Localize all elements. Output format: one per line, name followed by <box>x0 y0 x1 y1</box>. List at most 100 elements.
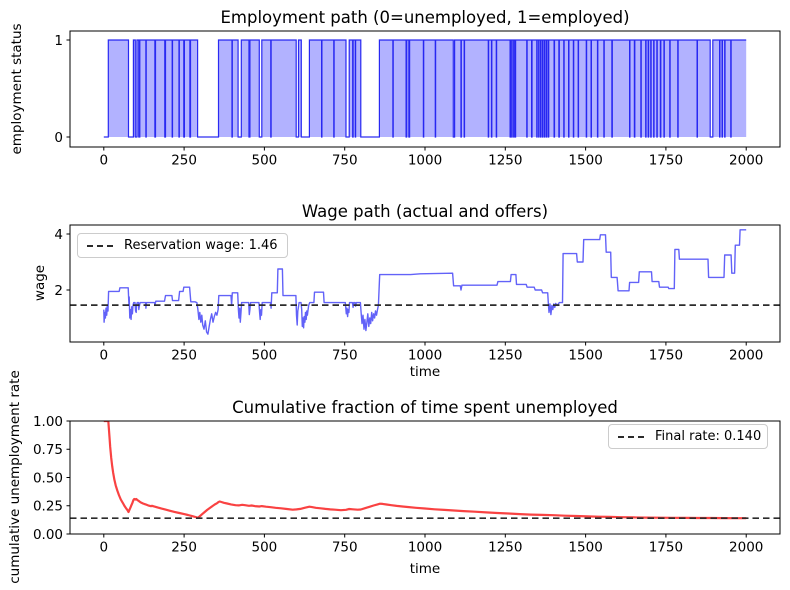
rate-y-tick-label: 0.25 <box>33 499 63 515</box>
employment-fill-segment <box>409 40 424 137</box>
employment-fill-segment <box>218 40 232 137</box>
rate-y-tick-label: 0.50 <box>33 470 63 486</box>
rate-x-tick-label: 0 <box>100 540 109 556</box>
wage-x-tick-label: 1000 <box>408 348 442 364</box>
employment-fill-segment <box>646 40 649 137</box>
employment-fill-segment <box>393 40 407 137</box>
employment-fill-segment <box>298 40 302 137</box>
employment-fill-segment <box>546 40 549 137</box>
employment-x-tick-label: 500 <box>252 153 278 169</box>
rate-y-tick-label: 0.75 <box>33 442 63 458</box>
employment-x-tick-label: 1000 <box>408 153 442 169</box>
dashed-line-sample-icon <box>618 435 646 438</box>
wage-x-tick-label: 0 <box>100 348 109 364</box>
employment-y-tick-label: 1 <box>54 33 63 49</box>
final-rate-legend: Final rate: 0.140 <box>608 424 768 449</box>
employment-x-tick-label: 0 <box>100 153 109 169</box>
employment-x-tick-label: 1250 <box>488 153 522 169</box>
employment-fill-segment <box>539 40 541 137</box>
employment-fill-segment <box>651 40 654 137</box>
wage-x-tick-label: 750 <box>332 348 358 364</box>
employment-fill-segment <box>541 40 543 137</box>
wage-line <box>103 229 747 335</box>
employment-fill-segment <box>461 40 465 137</box>
employment-fill-segment <box>532 40 537 137</box>
employment-spines <box>69 30 781 148</box>
employment-x-tick-label: 1500 <box>568 153 602 169</box>
employment-fill-segment <box>719 40 723 137</box>
employment-fill-segment <box>454 40 462 137</box>
employment-step-line <box>103 39 747 138</box>
employment-fill-segment <box>379 40 393 137</box>
employment-fill-segment <box>573 40 579 137</box>
employment-fill-segment <box>564 40 569 137</box>
employment-fill-segment <box>241 40 250 137</box>
employment-fill-segment <box>554 40 559 137</box>
wage-x-tick-label: 1250 <box>488 348 522 364</box>
wage-y-tick-label: 2 <box>54 283 63 299</box>
employment-fill-segment <box>660 40 665 137</box>
rate-x-tick-label: 500 <box>252 540 278 556</box>
employment-fill-segment <box>559 40 564 137</box>
employment-fill-segment <box>249 40 260 137</box>
wage-x-tick-label: 2000 <box>729 348 763 364</box>
employment-fill-segment <box>634 40 641 137</box>
wage-x-tick-label: 1500 <box>568 348 602 364</box>
employment-fill-segment <box>654 40 657 137</box>
employment-y-tick-label: 0 <box>54 130 63 146</box>
wage-x-tick-label: 1750 <box>649 348 683 364</box>
employment-fill-segment <box>271 40 297 137</box>
wage-xlabel: time <box>409 364 441 380</box>
rate-x-tick-label: 1250 <box>488 540 522 556</box>
reservation-wage-legend-text: Reservation wage: 1.46 <box>124 238 278 253</box>
employment-fill-segment <box>604 40 612 137</box>
employment-fill-segment <box>591 40 598 137</box>
employment-fill-segment <box>491 40 497 137</box>
wage-x-tick-label: 500 <box>252 348 278 364</box>
employment-fill-segment <box>321 40 334 137</box>
employment-fill-segment <box>597 40 604 137</box>
employment-fill-segment <box>349 40 353 137</box>
employment-fill-segment <box>542 40 545 137</box>
employment-x-tick-label: 250 <box>171 153 197 169</box>
employment-fill-segment <box>108 40 129 137</box>
employment-fill-segment <box>514 40 516 137</box>
dashed-line-sample-icon <box>87 244 115 247</box>
rate-axes: 0 250 500 750 1000 1250 1500 1750 2000 0.00 0.25 0.… <box>33 414 781 556</box>
employment-fill-segment <box>184 40 190 137</box>
employment-fill-segment <box>629 40 635 137</box>
employment-fill-segment <box>146 40 155 137</box>
wage-ylabel: wage <box>32 264 48 302</box>
employment-fill-segment <box>731 40 747 137</box>
employment-fill-segment <box>355 40 361 137</box>
employment-fill-segment <box>139 40 146 137</box>
employment-fill-segment <box>155 40 165 137</box>
wage-axes: 0 250 500 750 1000 1250 1500 1750 2000 2 4 <box>54 224 781 364</box>
employment-fill-segment <box>133 40 136 137</box>
employment-fill-segment <box>515 40 527 137</box>
wage-x-tick-label: 250 <box>171 348 197 364</box>
rate-x-tick-label: 250 <box>171 540 197 556</box>
employment-fill-segment <box>725 40 731 137</box>
employment-fill-segment <box>527 40 532 137</box>
rate-x-tick-label: 1750 <box>649 540 683 556</box>
employment-fill-segment <box>464 40 489 137</box>
employment-fill-segment <box>612 40 630 137</box>
employment-fill-segment <box>548 40 555 137</box>
employment-fill-segment <box>334 40 346 137</box>
employment-fill-segment <box>435 40 454 137</box>
employment-fill-segment <box>722 40 725 137</box>
employment-fill-segment <box>261 40 271 137</box>
employment-fill-segment <box>586 40 592 137</box>
wage-y-tick-label: 4 <box>54 227 63 243</box>
rate-x-tick-label: 750 <box>332 540 358 556</box>
employment-fill-segment <box>568 40 574 137</box>
employment-fill-segment <box>179 40 184 137</box>
rate-xlabel: time <box>409 561 441 577</box>
wage-chart-title: Wage path (actual and offers) <box>301 202 549 221</box>
employment-fill-segment <box>712 40 720 137</box>
employment-fill-segment <box>488 40 492 137</box>
employment-fill-segment <box>697 40 711 137</box>
employment-fill-segment <box>664 40 670 137</box>
